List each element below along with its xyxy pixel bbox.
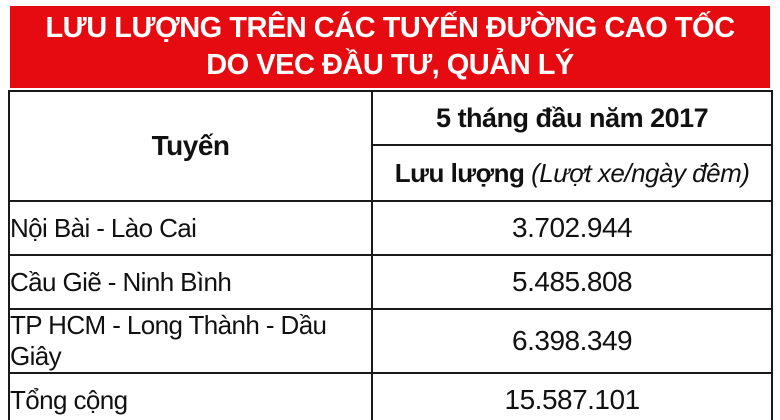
total-label-cell: Tổng cộng (7, 372, 374, 420)
metric-column-header: Lưu lượng (Lượt xe/ngày đêm) (371, 144, 773, 202)
traffic-table-container: Tuyến 5 tháng đầu năm 2017 Lưu lượng (Lư… (7, 90, 773, 420)
route-cell: Cầu Giẽ - Ninh Bình (7, 254, 374, 310)
total-value-cell: 15.587.101 (371, 372, 773, 420)
metric-unit-label: (Lượt xe/ngày đêm) (531, 157, 750, 188)
route-column-header: Tuyến (7, 90, 374, 202)
period-column-header: 5 tháng đầu năm 2017 (371, 90, 773, 146)
route-cell: TP HCM - Long Thành - Dầu Giây (7, 308, 374, 374)
banner-title-line1: LƯU LƯỢNG TRÊN CÁC TUYẾN ĐƯỜNG CAO TỐC (45, 12, 735, 44)
metric-name-label: Lưu lượng (394, 157, 525, 188)
value-cell: 6.398.349 (371, 308, 773, 374)
banner-title-line2: DO VEC ĐẦU TƯ, QUẢN LÝ (206, 49, 574, 81)
table-row: Nội Bài - Lào Cai 3.702.944 (7, 200, 773, 256)
total-row: Tổng cộng 15.587.101 (7, 372, 773, 420)
value-cell: 5.485.808 (371, 254, 773, 310)
title-banner: LƯU LƯỢNG TRÊN CÁC TUYẾN ĐƯỜNG CAO TỐC D… (10, 6, 770, 88)
table-row: Cầu Giẽ - Ninh Bình 5.485.808 (7, 254, 773, 310)
traffic-table: Tuyến 5 tháng đầu năm 2017 Lưu lượng (Lư… (7, 90, 773, 420)
value-cell: 3.702.944 (371, 200, 773, 256)
table-row: TP HCM - Long Thành - Dầu Giây 6.398.349 (7, 308, 773, 374)
route-cell: Nội Bài - Lào Cai (7, 200, 374, 256)
